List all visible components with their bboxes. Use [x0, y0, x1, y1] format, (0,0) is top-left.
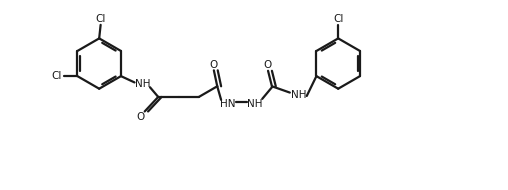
Text: Cl: Cl [333, 14, 343, 24]
Text: Cl: Cl [51, 71, 61, 81]
Text: NH: NH [135, 79, 150, 89]
Text: O: O [264, 60, 272, 70]
Text: O: O [137, 112, 145, 122]
Text: NH: NH [247, 99, 262, 109]
Text: NH: NH [291, 90, 306, 100]
Text: Cl: Cl [96, 14, 106, 24]
Text: HN: HN [220, 99, 236, 109]
Text: O: O [209, 59, 217, 70]
